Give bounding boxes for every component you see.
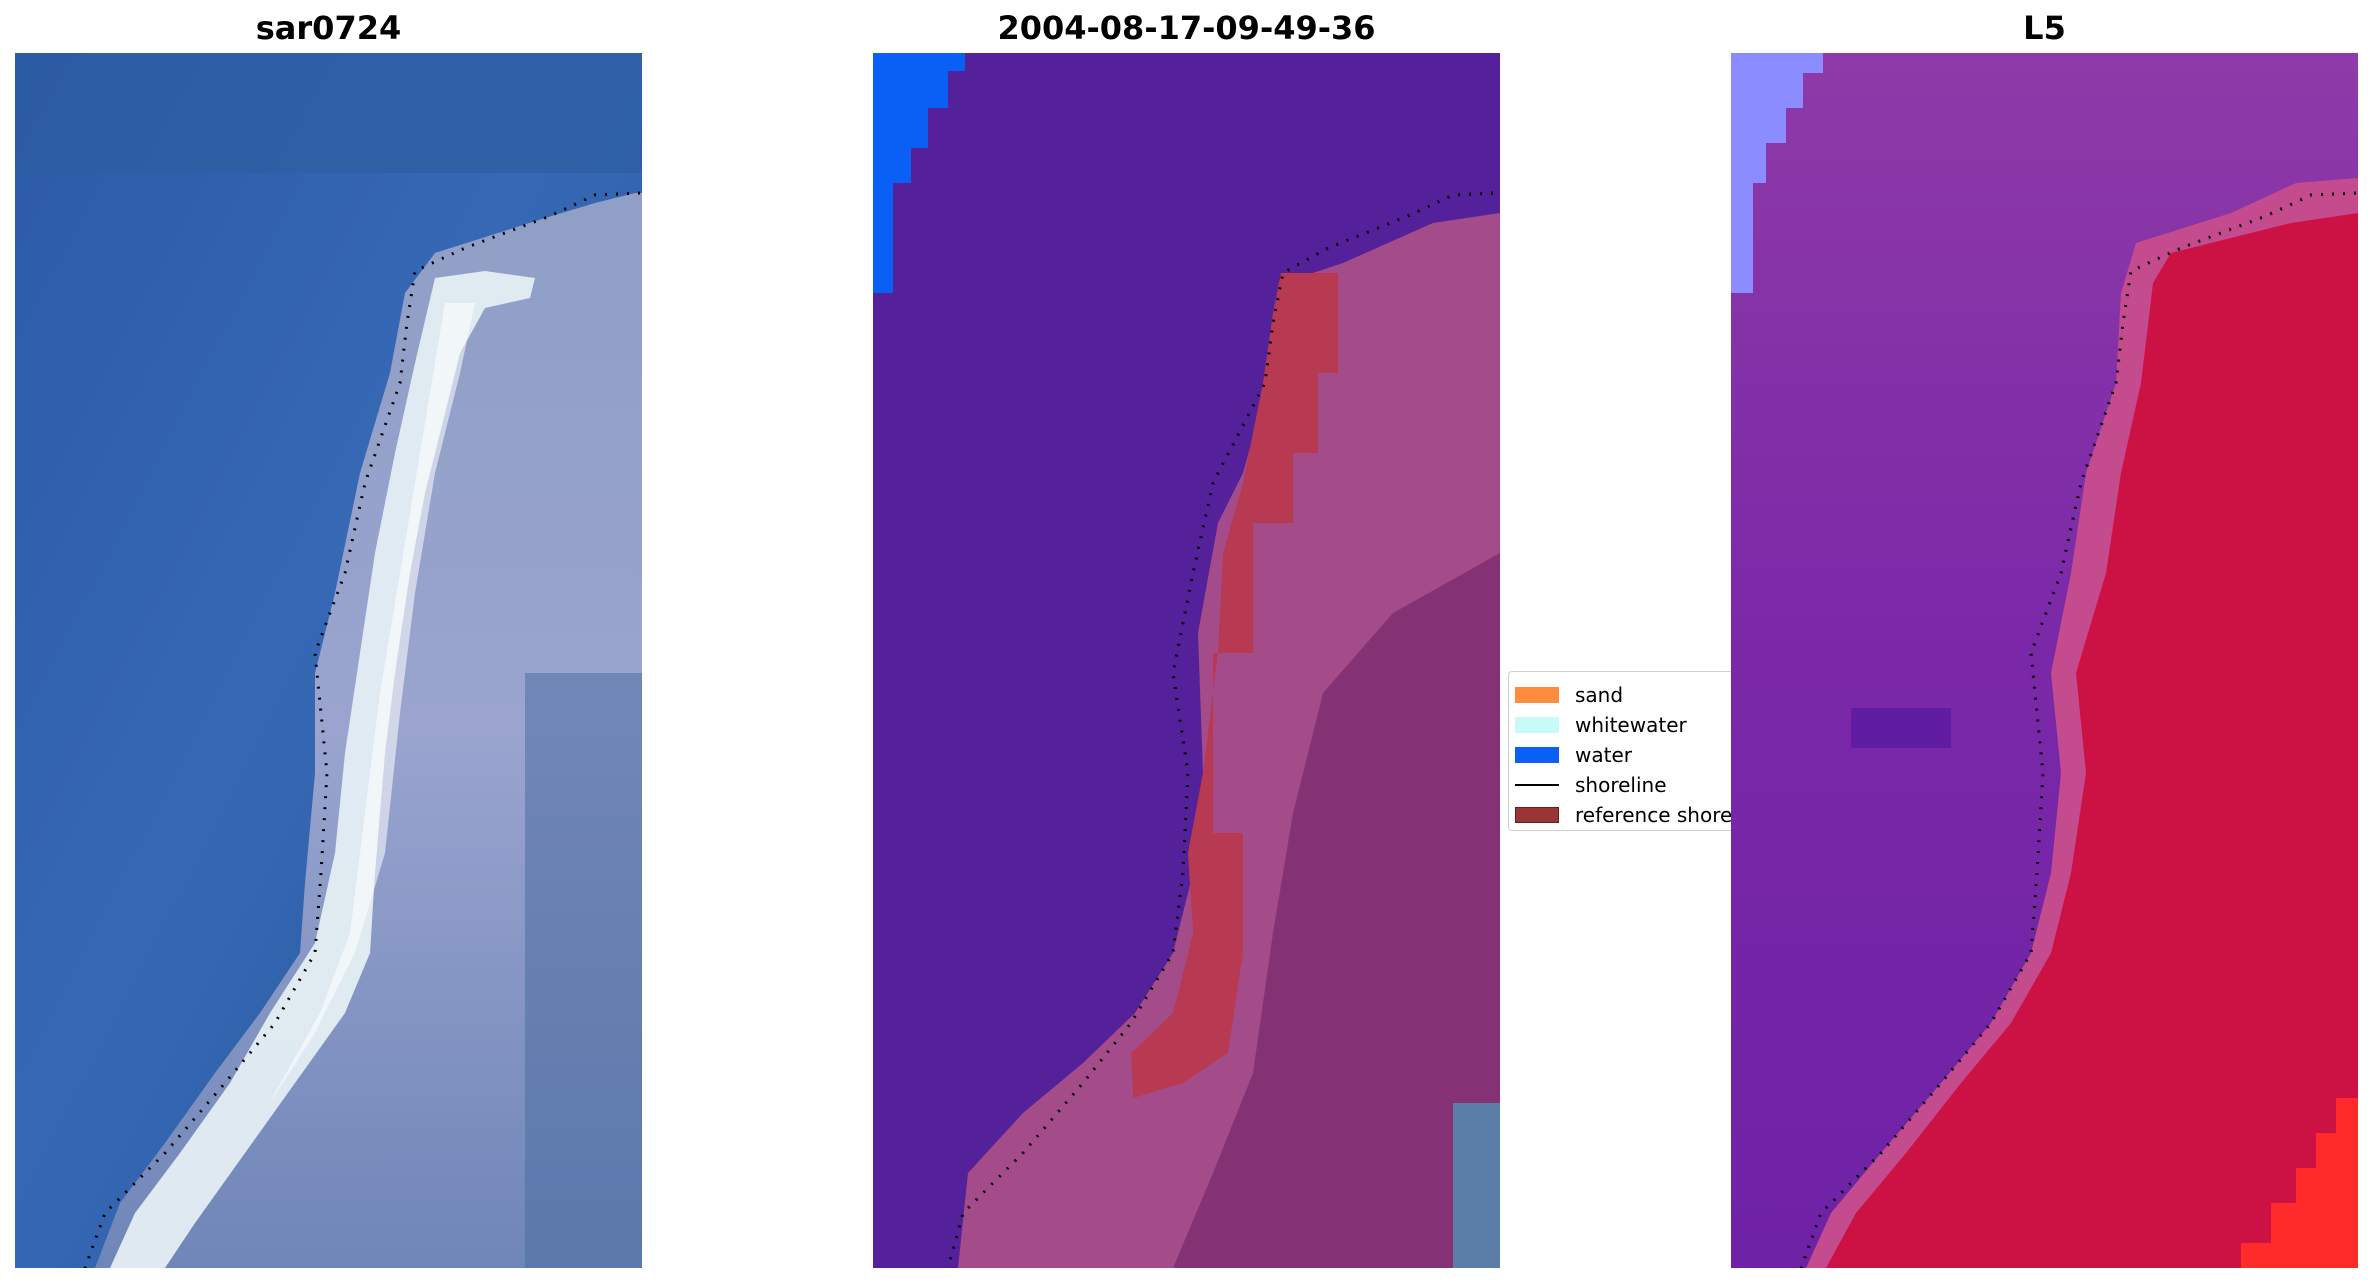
index-image-panel bbox=[1731, 53, 2358, 1268]
classified-whitewater-corner bbox=[1453, 1103, 1500, 1268]
legend-label-whitewater: whitewater bbox=[1575, 713, 1687, 737]
panel-title-classified: 2004-08-17-09-49-36 bbox=[997, 9, 1376, 47]
legend-swatch-sand bbox=[1515, 687, 1559, 703]
legend-label-reference-shoreline: reference shoreline bbox=[1575, 803, 1731, 827]
classified-image bbox=[873, 53, 1500, 1268]
panel-title-rgb: sar0724 bbox=[255, 9, 402, 47]
legend-item-reference-shoreline: reference shoreline bbox=[1515, 801, 1731, 829]
rgb-land-shadow bbox=[525, 673, 642, 1268]
legend-swatch-whitewater bbox=[1515, 717, 1559, 733]
legend-item-shoreline: shoreline bbox=[1515, 771, 1667, 799]
index-image bbox=[1731, 53, 2358, 1268]
index-dark-spot bbox=[1851, 708, 1951, 748]
index-land bbox=[1826, 213, 2358, 1268]
classified-image-panel bbox=[873, 53, 1500, 1268]
legend-swatch-reference-shoreline bbox=[1515, 807, 1559, 823]
legend-item-whitewater: whitewater bbox=[1515, 711, 1687, 739]
index-shoreline bbox=[1799, 191, 2357, 1268]
legend-label-water: water bbox=[1575, 743, 1632, 767]
rgb-image-panel bbox=[15, 53, 642, 1268]
legend: sand whitewater water shoreline referenc… bbox=[1508, 671, 1731, 831]
rgb-sea-top-band bbox=[15, 53, 642, 173]
rgb-image bbox=[15, 53, 642, 1268]
index-water-light bbox=[1731, 53, 1823, 293]
legend-swatch-water bbox=[1515, 747, 1559, 763]
rgb-shoreline bbox=[83, 191, 641, 1268]
legend-label-shoreline: shoreline bbox=[1575, 773, 1667, 797]
classified-shoreline bbox=[946, 191, 1494, 1268]
classified-land-dark bbox=[1173, 553, 1500, 1268]
legend-line-shoreline bbox=[1515, 784, 1559, 786]
index-land-corner bbox=[2241, 1098, 2358, 1268]
legend-label-sand: sand bbox=[1575, 683, 1624, 707]
panel-title-index: L5 bbox=[2023, 9, 2066, 47]
classified-sand-overlay bbox=[1131, 273, 1338, 1098]
legend-item-water: water bbox=[1515, 741, 1632, 769]
legend-item-sand: sand bbox=[1515, 681, 1623, 709]
rgb-beach-glow bbox=[270, 303, 475, 1103]
classified-water-patch bbox=[873, 53, 965, 293]
